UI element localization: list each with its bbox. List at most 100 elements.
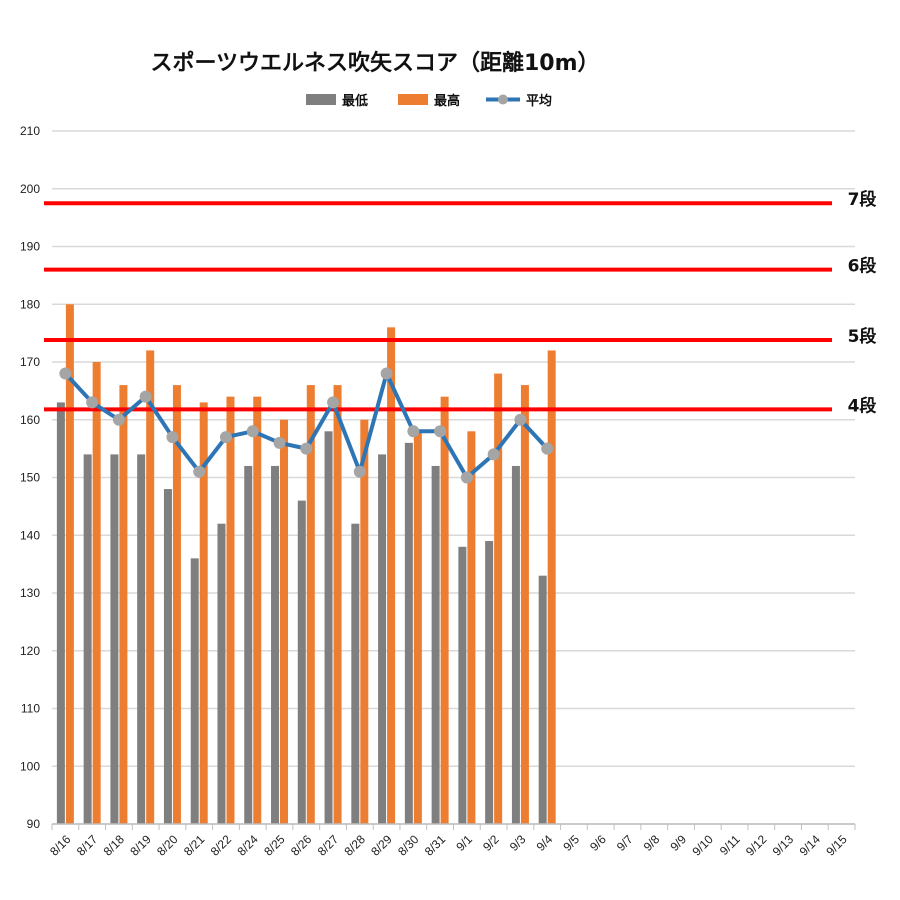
bar-max bbox=[119, 385, 128, 824]
y-tick-label: 130 bbox=[20, 586, 40, 600]
y-tick-label: 150 bbox=[20, 471, 40, 485]
x-tick-label: 9/9 bbox=[667, 832, 689, 854]
average-point bbox=[300, 442, 313, 455]
y-tick-label: 170 bbox=[20, 355, 40, 369]
x-tick-label: 8/26 bbox=[288, 832, 315, 859]
bar-min bbox=[271, 465, 280, 824]
average-point bbox=[86, 396, 99, 409]
y-tick-label: 210 bbox=[20, 124, 40, 138]
x-tick-label: 9/15 bbox=[823, 832, 850, 859]
bar-min bbox=[378, 454, 387, 824]
x-tick-label: 8/30 bbox=[395, 832, 422, 859]
average-point bbox=[434, 425, 447, 438]
x-tick-label: 8/18 bbox=[101, 832, 128, 859]
bar-max bbox=[494, 373, 503, 824]
average-point bbox=[193, 465, 206, 478]
average-point bbox=[219, 431, 232, 444]
average-point bbox=[407, 425, 420, 438]
average-point bbox=[460, 471, 473, 484]
bar-max bbox=[547, 350, 556, 824]
x-tick-label: 8/27 bbox=[315, 832, 342, 859]
x-tick-label: 9/7 bbox=[614, 832, 636, 854]
bar-min bbox=[351, 523, 360, 824]
bar-max bbox=[92, 362, 101, 824]
bar-min bbox=[244, 465, 253, 824]
reference-lines: 7段 6段 5段 4段 bbox=[44, 189, 876, 416]
x-tick-label: 8/25 bbox=[261, 832, 288, 859]
average-point bbox=[327, 396, 340, 409]
legend: 最低 最高 平均 bbox=[306, 93, 552, 109]
bar-min bbox=[431, 465, 440, 824]
bar-max bbox=[199, 402, 208, 824]
reference-line-label: 4段 bbox=[848, 395, 877, 416]
x-tick-label: 9/12 bbox=[743, 832, 770, 859]
average-point bbox=[246, 425, 259, 438]
bar-min bbox=[137, 454, 146, 824]
average-point bbox=[380, 367, 393, 380]
legend-label-max: 最高 bbox=[434, 93, 460, 109]
bar-min bbox=[83, 454, 92, 824]
x-tick-label: 9/13 bbox=[770, 832, 797, 859]
y-axis: 90 100 110 120 130 140 150 160 170 180 190 200 210 bbox=[20, 124, 40, 831]
bar-max bbox=[413, 431, 422, 824]
y-tick-label: 90 bbox=[27, 817, 41, 831]
average-point bbox=[353, 465, 366, 478]
legend-swatch-min bbox=[306, 94, 336, 105]
chart-title: スポーツウエルネス吹矢スコア（距離10m） bbox=[150, 50, 599, 76]
x-tick-label: 8/20 bbox=[154, 832, 181, 859]
bar-max bbox=[172, 385, 181, 824]
y-tick-label: 180 bbox=[20, 297, 40, 311]
x-tick-label: 9/10 bbox=[689, 832, 716, 859]
x-tick-label: 8/29 bbox=[368, 832, 395, 859]
x-tick-label: 8/24 bbox=[234, 832, 261, 859]
bar-max bbox=[467, 431, 476, 824]
x-tick-label: 9/11 bbox=[717, 832, 743, 858]
average-point bbox=[112, 413, 125, 426]
bar-min bbox=[217, 523, 226, 824]
bar-max bbox=[333, 385, 342, 824]
bar-min bbox=[190, 558, 199, 824]
bar-max bbox=[280, 419, 289, 824]
y-tick-label: 110 bbox=[21, 702, 40, 716]
bar-max bbox=[226, 396, 235, 824]
average-point bbox=[139, 390, 152, 403]
x-tick-label: 8/31 bbox=[422, 832, 449, 859]
legend-swatch-avg-marker bbox=[498, 94, 508, 105]
bar-max bbox=[65, 304, 74, 824]
y-tick-label: 200 bbox=[20, 182, 40, 196]
legend-swatch-max bbox=[398, 94, 428, 105]
x-tick-label: 8/16 bbox=[47, 832, 74, 859]
average-point bbox=[166, 431, 179, 444]
bar-max bbox=[387, 327, 396, 824]
x-tick-label: 9/5 bbox=[560, 832, 582, 854]
x-tick-label: 8/21 bbox=[181, 832, 208, 859]
bar-min bbox=[404, 442, 413, 824]
bar-min bbox=[163, 489, 172, 824]
bar-max bbox=[306, 385, 315, 824]
bar-min bbox=[56, 402, 65, 824]
bar-max bbox=[253, 396, 262, 824]
y-tick-label: 190 bbox=[20, 240, 40, 254]
x-axis: 8/16 8/17 8/18 8/19 8/20 8/21 8/22 8/24 8/25 8/26… bbox=[47, 823, 856, 859]
average-point bbox=[487, 448, 500, 461]
x-tick-label: 9/3 bbox=[507, 832, 529, 854]
bar-max bbox=[440, 396, 449, 824]
legend-label-min: 最低 bbox=[342, 93, 368, 109]
x-tick-label: 8/22 bbox=[208, 832, 235, 859]
x-tick-label: 9/1 bbox=[453, 832, 475, 854]
x-tick-label: 8/28 bbox=[342, 832, 369, 859]
x-tick-label: 9/4 bbox=[534, 832, 556, 854]
bar-max bbox=[146, 350, 155, 824]
average-point bbox=[541, 442, 554, 455]
legend-label-avg: 平均 bbox=[526, 93, 552, 109]
y-tick-label: 160 bbox=[20, 413, 40, 427]
reference-line-label: 5段 bbox=[848, 326, 877, 347]
bar-min bbox=[511, 465, 520, 824]
x-tick-label: 9/8 bbox=[641, 832, 663, 854]
reference-line-label: 7段 bbox=[848, 189, 877, 210]
y-tick-label: 120 bbox=[20, 644, 40, 658]
bar-max bbox=[360, 419, 369, 824]
bar-min bbox=[485, 541, 494, 824]
average-point bbox=[273, 436, 286, 449]
